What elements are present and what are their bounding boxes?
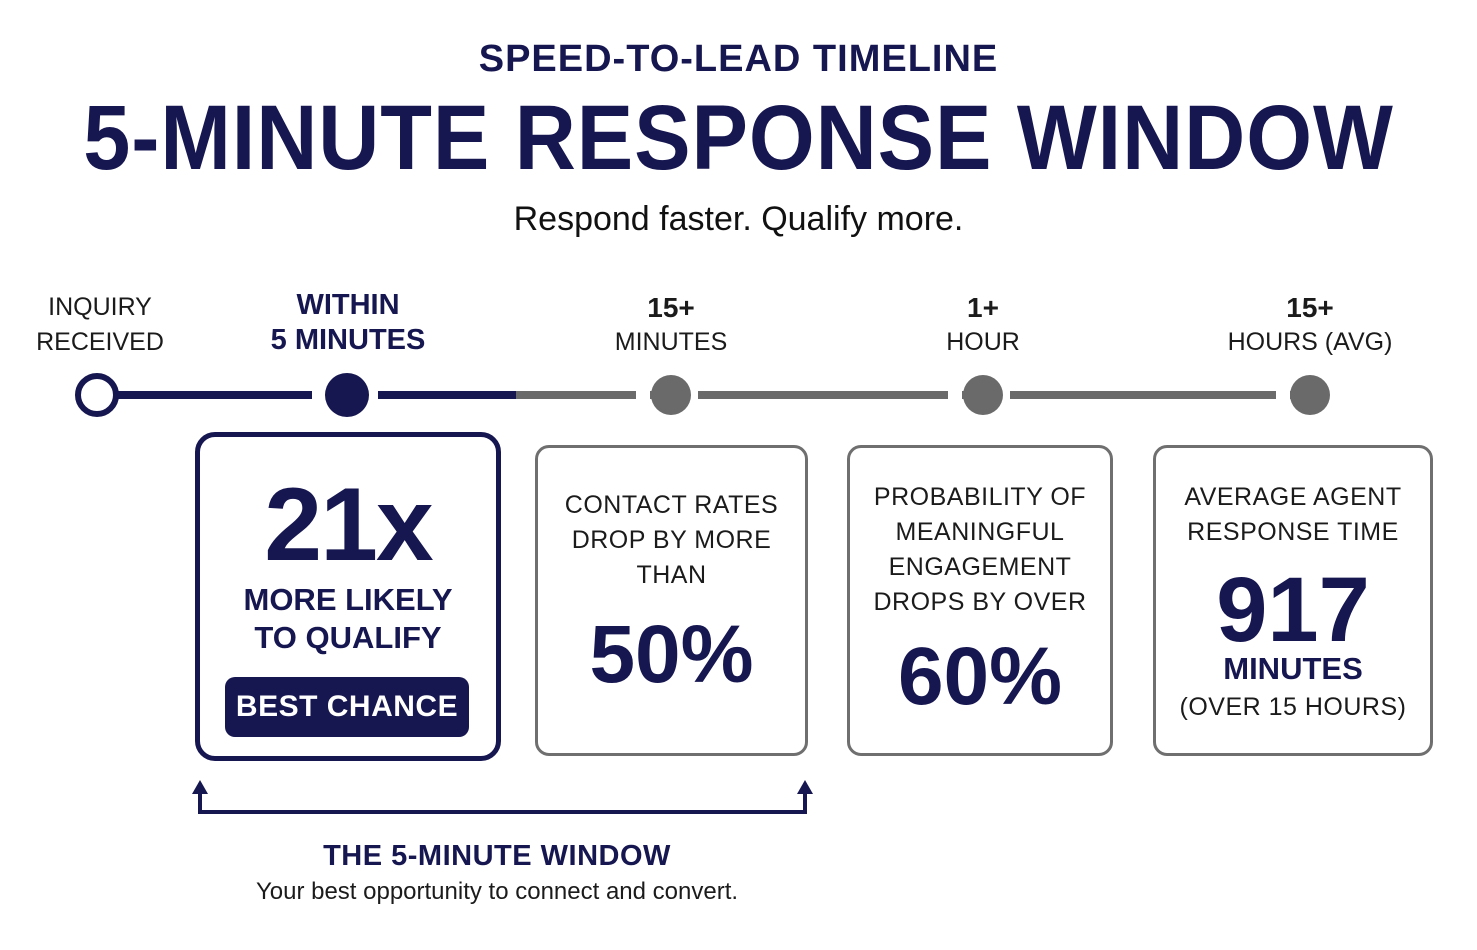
card-engagement: PROBABILITY OF MEANINGFUL ENGAGEMENT DRO… [847, 445, 1113, 756]
stage-label-15-minutes: 15+ MINUTES [571, 290, 771, 360]
card-line: ENGAGEMENT [888, 553, 1072, 581]
stage-label-within-5: WITHIN 5 MINUTES [248, 288, 448, 358]
window-bracket [198, 786, 807, 814]
timeline-gap [312, 388, 326, 402]
card-line: CONTACT RATES [564, 491, 779, 519]
stage-label-inquiry: INQUIRY RECEIVED [0, 290, 200, 360]
card-line: AVERAGE AGENT [1184, 483, 1402, 511]
card-contact-rates: CONTACT RATES DROP BY MORE THAN 50% [535, 445, 808, 756]
timeline-node-1-hour [963, 375, 1003, 415]
card-line: TO QUALIFY [254, 620, 442, 655]
timeline-gap [636, 388, 650, 402]
card-average-response: AVERAGE AGENT RESPONSE TIME 917 MINUTES … [1153, 445, 1433, 756]
card-line: DROP BY MORE [571, 526, 772, 554]
card-line: RESPONSE TIME [1187, 518, 1399, 546]
page-title: 5-MINUTE RESPONSE WINDOW [83, 87, 1394, 189]
best-chance-badge: BEST CHANCE [225, 677, 469, 737]
card-line: DROPS BY OVER [873, 588, 1087, 616]
stage-label-line1: 15+ [647, 292, 695, 323]
card-stat: 917 [1216, 559, 1370, 661]
timeline-gap [368, 388, 378, 402]
bracket-arrow-left [192, 780, 208, 794]
timeline-node-15-hours [1290, 375, 1330, 415]
stage-label-15-hours: 15+ HOURS (AVG) [1210, 290, 1410, 360]
window-title: THE 5-MINUTE WINDOW [323, 840, 671, 872]
card-line: PROBABILITY OF [873, 483, 1087, 511]
eyebrow-title: SPEED-TO-LEAD TIMELINE [478, 38, 999, 80]
stage-label-line2: 5 MINUTES [270, 324, 426, 356]
bracket-arrow-right [797, 780, 813, 794]
timeline-gap [1000, 388, 1010, 402]
timeline-node-inquiry [75, 373, 119, 417]
stage-label-line2: MINUTES [614, 328, 728, 356]
stage-label-line2: HOURS (AVG) [1227, 328, 1393, 356]
stage-label-line2: HOUR [946, 328, 1020, 356]
timeline-gap [948, 388, 962, 402]
card-note: (OVER 15 HOURS) [1179, 693, 1407, 721]
card-stat: 21x [264, 467, 434, 583]
stage-label-1-hour: 1+ HOUR [883, 290, 1083, 360]
card-unit: MINUTES [1223, 651, 1363, 686]
card-line: MEANINGFUL [895, 518, 1065, 546]
timeline-gap [688, 388, 698, 402]
timeline-gap [1276, 388, 1290, 402]
window-subtitle: Your best opportunity to connect and con… [255, 878, 739, 905]
timeline-node-15-minutes [651, 375, 691, 415]
stage-label-line1: WITHIN [296, 289, 400, 321]
card-stat: 60% [897, 631, 1063, 722]
stage-label-line1: 1+ [967, 292, 999, 323]
timeline-node-within-5 [325, 373, 369, 417]
card-line: THAN [636, 561, 707, 589]
card-line: MORE LIKELY [243, 582, 453, 617]
page-subtitle: Respond faster. Qualify more. [513, 200, 964, 238]
card-stat: 50% [589, 609, 754, 700]
card-best-chance: 21x MORE LIKELY TO QUALIFY BEST CHANCE [195, 432, 501, 761]
stage-label-line1: 15+ [1286, 292, 1334, 323]
stage-label-line2: RECEIVED [36, 328, 164, 356]
stage-label-line1: INQUIRY [48, 293, 152, 321]
